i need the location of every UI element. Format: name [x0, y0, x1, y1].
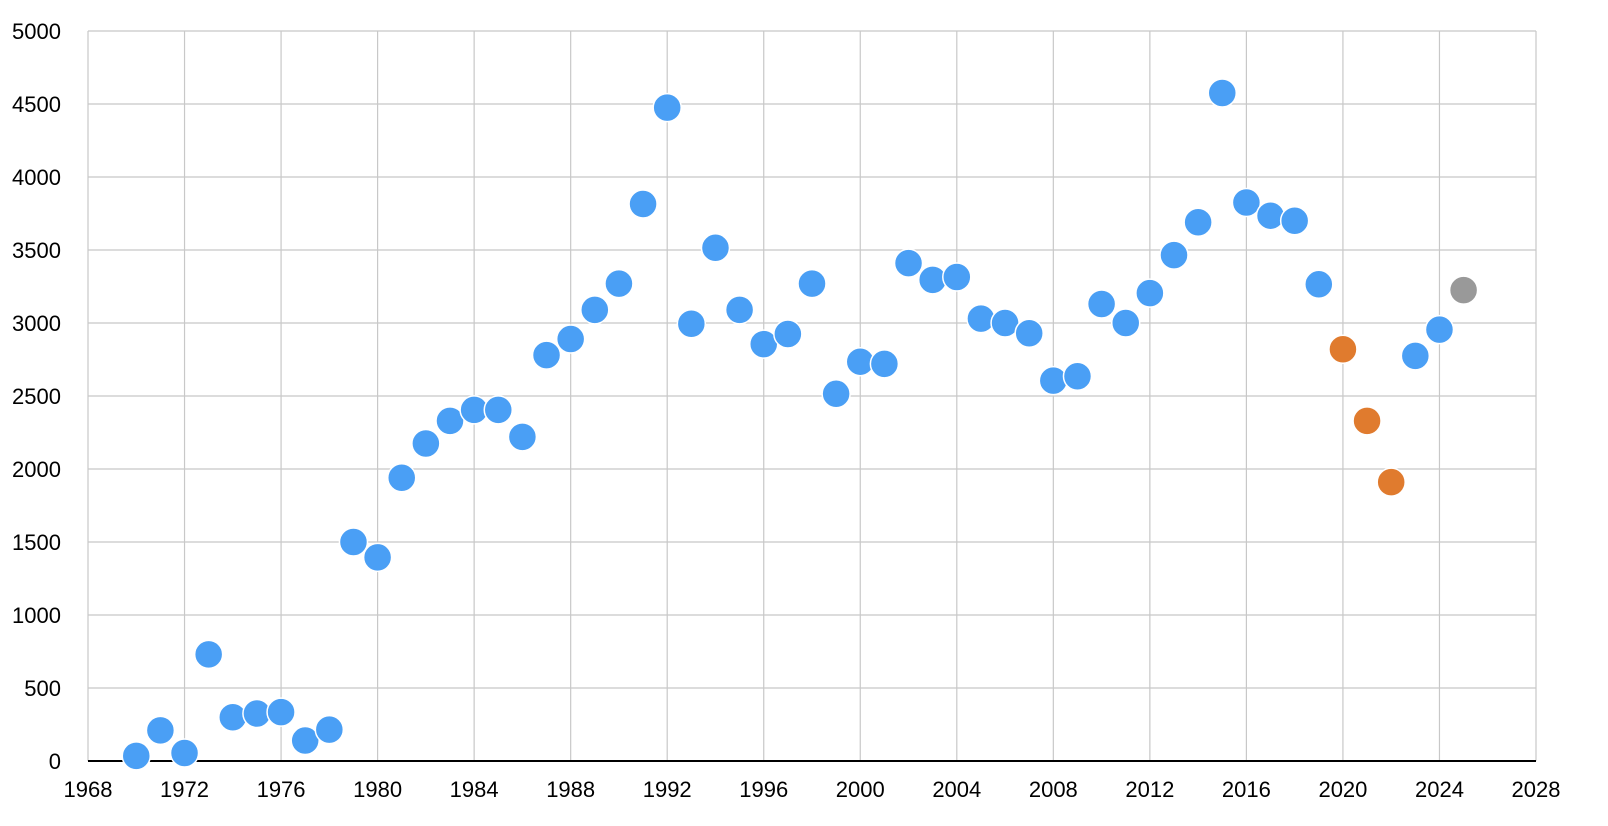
data-point — [1400, 341, 1431, 371]
x-tick-label: 1984 — [450, 777, 499, 802]
y-tick-label: 1000 — [12, 603, 61, 628]
data-point — [869, 349, 900, 379]
data-point — [724, 295, 755, 325]
axes — [87, 31, 1536, 762]
y-tick-label: 2000 — [12, 457, 61, 482]
y-tick-label: 4000 — [12, 165, 61, 190]
data-point — [1062, 361, 1093, 392]
x-tick-label: 2020 — [1318, 777, 1367, 802]
data-point — [411, 428, 441, 459]
grid-lines — [88, 30, 1537, 761]
y-tick-label: 3000 — [12, 311, 61, 336]
x-tick-label: 2000 — [836, 777, 885, 802]
data-point — [1304, 269, 1334, 300]
data-point — [893, 248, 924, 278]
data-point — [628, 189, 658, 219]
data-point — [942, 262, 972, 292]
x-tick-label: 2028 — [1512, 777, 1561, 802]
data-point — [1086, 289, 1117, 319]
data-point — [1352, 406, 1382, 436]
data-point — [676, 308, 707, 339]
y-tick-label: 0 — [49, 749, 61, 774]
data-point — [797, 268, 827, 299]
y-tick-label: 1500 — [12, 530, 61, 555]
data-point — [1424, 314, 1455, 345]
data-points — [121, 78, 1479, 771]
data-point — [314, 714, 345, 745]
y-tick-label: 4500 — [12, 92, 61, 117]
data-point — [1255, 200, 1286, 231]
data-point — [966, 303, 996, 334]
x-tick-label: 2016 — [1222, 777, 1271, 802]
x-tick-label: 2024 — [1415, 777, 1464, 802]
x-tick-label: 2012 — [1125, 777, 1174, 802]
data-point — [652, 92, 682, 123]
data-point — [604, 268, 634, 299]
data-point — [555, 324, 586, 354]
data-point — [1279, 206, 1310, 236]
data-point — [338, 527, 369, 557]
x-tick-label: 2008 — [1029, 777, 1078, 802]
x-tick-label: 1992 — [643, 777, 692, 802]
data-point — [218, 702, 248, 732]
data-point — [1038, 365, 1069, 396]
y-tick-label: 500 — [24, 676, 61, 701]
x-tick-label: 1996 — [739, 777, 788, 802]
data-point — [1207, 78, 1238, 108]
data-point — [1376, 467, 1406, 497]
x-tick-label: 1972 — [160, 777, 209, 802]
y-tick-label: 3500 — [12, 238, 61, 263]
x-tick-label: 1976 — [257, 777, 306, 802]
data-point — [362, 542, 393, 573]
y-tick-label: 2500 — [12, 384, 61, 409]
data-point — [1135, 278, 1165, 308]
data-point — [1231, 187, 1262, 218]
data-point — [1448, 275, 1479, 305]
data-point — [1110, 308, 1141, 338]
data-point — [386, 463, 417, 493]
x-tick-label: 1988 — [546, 777, 595, 802]
data-point — [290, 725, 320, 756]
x-tick-label: 1968 — [64, 777, 113, 802]
data-point — [700, 233, 731, 263]
data-point — [121, 741, 152, 771]
data-point — [580, 295, 610, 325]
data-point — [531, 340, 562, 370]
data-point — [1328, 334, 1358, 365]
data-point — [169, 738, 200, 768]
x-tick-label: 1980 — [353, 777, 402, 802]
data-point — [507, 422, 538, 452]
data-point — [1014, 318, 1044, 348]
data-point — [1183, 207, 1213, 238]
data-point — [1159, 240, 1189, 270]
data-point — [773, 319, 803, 349]
data-point — [821, 379, 851, 409]
data-point — [266, 697, 296, 727]
y-tick-label: 5000 — [12, 19, 61, 44]
data-point — [435, 406, 465, 436]
x-tick-label: 2004 — [932, 777, 981, 802]
data-point — [483, 395, 514, 425]
data-point — [193, 639, 224, 670]
data-point — [145, 715, 176, 746]
tick-labels: 1968 1972 1976 1980 1984 1988 1992 1996 2000 2004… — [12, 19, 1560, 802]
